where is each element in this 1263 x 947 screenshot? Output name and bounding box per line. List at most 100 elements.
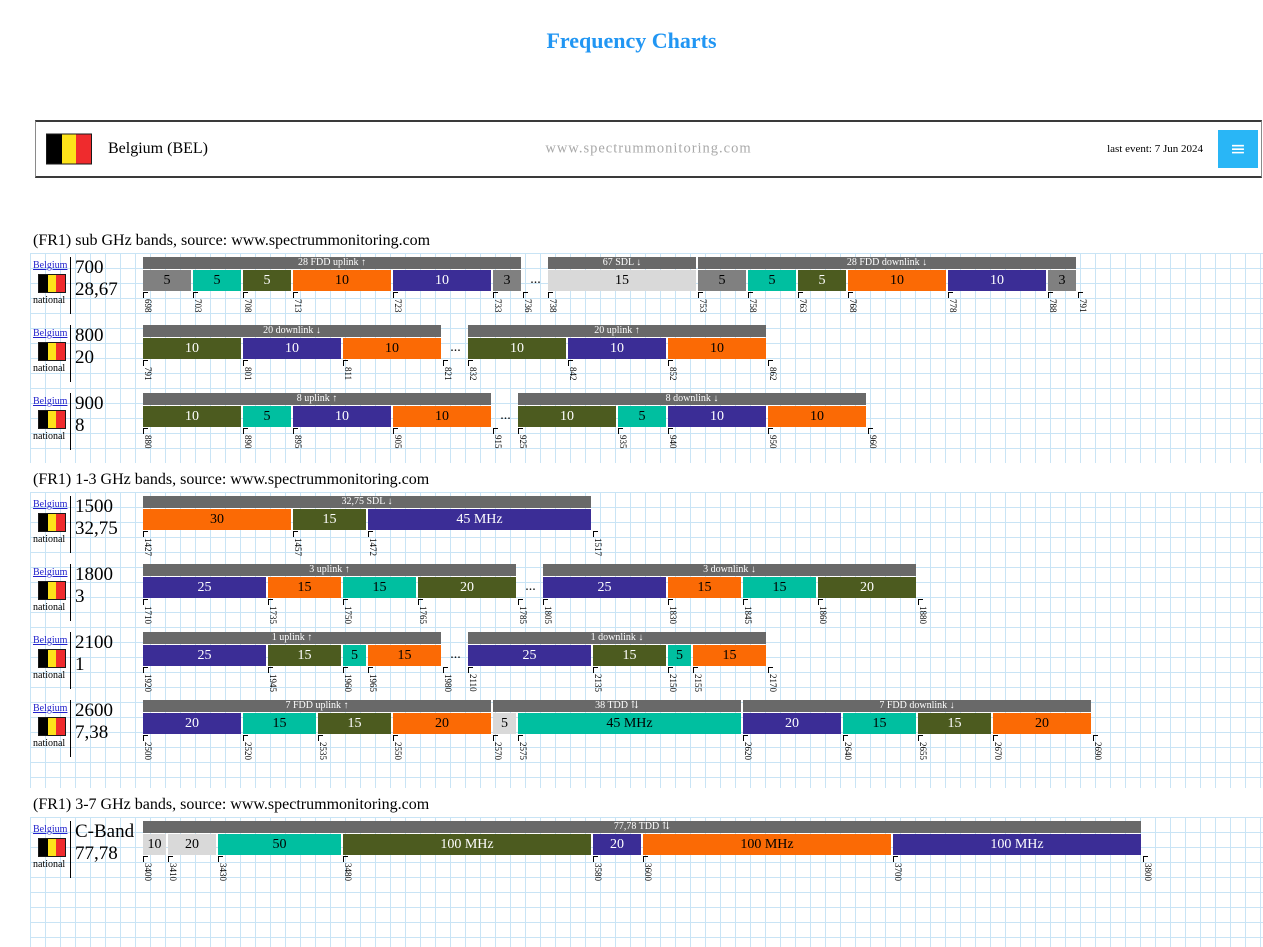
- tick-mark: [518, 735, 523, 741]
- spectrum-block[interactable]: 20: [418, 577, 516, 598]
- spectrum-block[interactable]: 5: [343, 645, 366, 666]
- country-link[interactable]: Belgium: [33, 703, 68, 714]
- tick-mark: [343, 599, 348, 605]
- tick-label: 2110: [468, 674, 478, 692]
- spectrum-block[interactable]: 10: [668, 406, 766, 427]
- spectrum-block[interactable]: 20: [993, 713, 1091, 734]
- spectrum-block[interactable]: 10: [393, 406, 491, 427]
- spectrum-block[interactable]: 20: [743, 713, 841, 734]
- tick-label: 2500: [143, 742, 153, 760]
- spectrum-block[interactable]: 100 MHz: [893, 834, 1141, 855]
- country-link[interactable]: Belgium: [33, 824, 68, 835]
- spectrum-block[interactable]: 20: [168, 834, 216, 855]
- spectrum-block[interactable]: 100 MHz: [343, 834, 591, 855]
- spectrum-block[interactable]: 50: [218, 834, 341, 855]
- spectrum-block[interactable]: 10: [393, 270, 491, 291]
- tick-mark: [343, 667, 348, 673]
- tick-mark: [343, 856, 348, 862]
- flag-stripe-red: [56, 343, 65, 360]
- spectrum-block[interactable]: 5: [748, 270, 796, 291]
- spectrum-block[interactable]: 10: [143, 834, 166, 855]
- tick-label: 1457: [293, 538, 303, 556]
- spectrum-block[interactable]: 5: [193, 270, 241, 291]
- spectrum-block[interactable]: 10: [293, 270, 391, 291]
- spectrum-block[interactable]: 25: [468, 645, 591, 666]
- spectrum-block[interactable]: 5: [493, 713, 516, 734]
- country-link[interactable]: Belgium: [33, 260, 68, 271]
- spectrum-block[interactable]: 10: [948, 270, 1046, 291]
- spectrum-block[interactable]: 3: [493, 270, 521, 291]
- spectrum-block[interactable]: 15: [343, 577, 416, 598]
- tick-label: 895: [293, 435, 303, 449]
- spectrum-block[interactable]: 15: [668, 577, 741, 598]
- spectrum-block[interactable]: 15: [593, 645, 666, 666]
- spectrum-block[interactable]: 5: [243, 406, 291, 427]
- spectrum-block[interactable]: 10: [343, 338, 441, 359]
- tick-mark: [143, 428, 148, 434]
- spectrum-block[interactable]: 15: [318, 713, 391, 734]
- band-group-header: 8 uplink ↑: [143, 393, 491, 405]
- country-link[interactable]: Belgium: [33, 396, 68, 407]
- spectrum-block[interactable]: 15: [268, 645, 341, 666]
- spectrum-block[interactable]: 5: [798, 270, 846, 291]
- spectrum-block[interactable]: 20: [393, 713, 491, 734]
- spectrum-block[interactable]: 15: [743, 577, 816, 598]
- spectrum-block[interactable]: 10: [568, 338, 666, 359]
- c-band-chart-area: Belgium national C-Band 77,78 10 20 50 100 MHz 2…: [30, 817, 1263, 947]
- spectrum-block[interactable]: 25: [143, 577, 266, 598]
- tick-mark: [993, 735, 998, 741]
- spectrum-block[interactable]: 5: [618, 406, 666, 427]
- spectrum-block[interactable]: 5: [668, 645, 691, 666]
- tick-mark: [1143, 856, 1148, 862]
- spectrum-block[interactable]: 10: [143, 338, 241, 359]
- spectrum-block[interactable]: 3: [1048, 270, 1076, 291]
- spectrum-block[interactable]: 20: [593, 834, 641, 855]
- spectrum-block[interactable]: 25: [543, 577, 666, 598]
- spectrum-block[interactable]: 45 MHz: [518, 713, 741, 734]
- spectrum-block[interactable]: 5: [143, 270, 191, 291]
- spectrum-block[interactable]: 15: [843, 713, 916, 734]
- tick-mark: [593, 667, 598, 673]
- tick-label: 935: [618, 435, 628, 449]
- tick-mark: [293, 292, 298, 298]
- spectrum-block[interactable]: 5: [698, 270, 746, 291]
- country-link[interactable]: Belgium: [33, 635, 68, 646]
- tick-label: 738: [548, 299, 558, 313]
- license-scope-label: national: [33, 670, 66, 681]
- spectrum-block[interactable]: 10: [468, 338, 566, 359]
- spectrum-block[interactable]: 15: [243, 713, 316, 734]
- tick-label: 3430: [218, 863, 228, 881]
- belgium-flag: [38, 274, 66, 293]
- spectrum-block[interactable]: 10: [143, 406, 241, 427]
- spectrum-block[interactable]: 20: [818, 577, 916, 598]
- spectrum-block[interactable]: 10: [768, 406, 866, 427]
- spectrum-block[interactable]: 25: [143, 645, 266, 666]
- spectrum-block[interactable]: 10: [293, 406, 391, 427]
- spectrum-block[interactable]: 10: [243, 338, 341, 359]
- country-link[interactable]: Belgium: [33, 567, 68, 578]
- gap-ellipsis: ...: [525, 579, 536, 594]
- spectrum-block[interactable]: 10: [848, 270, 946, 291]
- country-link[interactable]: Belgium: [33, 499, 68, 510]
- band-group-header: 7 FDD downlink ↓: [743, 700, 1091, 712]
- spectrum-block[interactable]: 15: [548, 270, 696, 291]
- spectrum-block[interactable]: 15: [368, 645, 441, 666]
- spectrum-block[interactable]: 10: [518, 406, 616, 427]
- flag-stripe-yellow: [61, 134, 77, 164]
- tick-mark: [518, 428, 523, 434]
- spectrum-block[interactable]: 20: [143, 713, 241, 734]
- country-link[interactable]: Belgium: [33, 328, 68, 339]
- spectrum-block[interactable]: 15: [293, 509, 366, 530]
- band-row: Belgium national 700 28,67 5 5 5 10 10 3 28 FDD up…: [30, 255, 1263, 323]
- spectrum-block[interactable]: 5: [243, 270, 291, 291]
- tick-label: 1710: [143, 606, 153, 624]
- spectrum-block[interactable]: 45 MHz: [368, 509, 591, 530]
- band-total-mhz: 20: [75, 347, 94, 368]
- spectrum-block[interactable]: 15: [918, 713, 991, 734]
- spectrum-block[interactable]: 15: [268, 577, 341, 598]
- spectrum-block[interactable]: 10: [668, 338, 766, 359]
- spectrum-block[interactable]: 30: [143, 509, 291, 530]
- spectrum-block[interactable]: 15: [693, 645, 766, 666]
- menu-button[interactable]: ≡: [1218, 130, 1258, 168]
- spectrum-block[interactable]: 100 MHz: [643, 834, 891, 855]
